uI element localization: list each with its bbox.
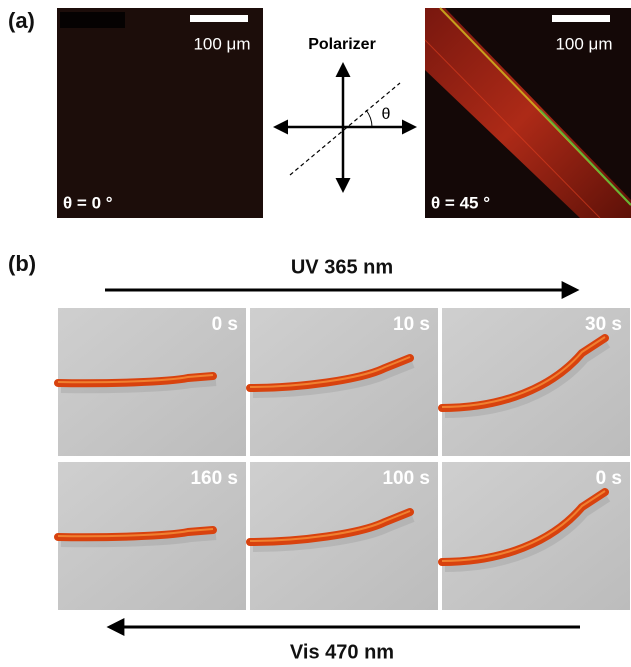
time-label: 160 s xyxy=(190,468,238,489)
panel-label: (a) xyxy=(8,8,35,33)
time-label: 10 s xyxy=(393,314,430,335)
time-label: 30 s xyxy=(585,314,622,335)
angle-symbol: θ xyxy=(382,106,391,123)
scale-bar-label: 100 μm xyxy=(193,34,250,53)
panel-label: (b) xyxy=(8,251,36,276)
time-label: 0 s xyxy=(212,314,238,335)
frames: 0 s 10 s 30 s 160 s 100 s 0 s xyxy=(58,308,630,610)
angle-label: θ = 45 ° xyxy=(431,193,490,212)
image-45deg: 100 μm θ = 45 ° xyxy=(425,8,631,218)
angle-label: θ = 0 ° xyxy=(63,193,113,212)
image-0deg: 100 μm θ = 0 ° xyxy=(57,8,263,218)
polarizer-diagram xyxy=(276,65,414,190)
arrow-label: UV 365 nm xyxy=(291,256,393,278)
arrow-label: Vis 470 nm xyxy=(290,641,394,663)
diagram-title: Polarizer xyxy=(308,36,376,53)
scale-bar-label: 100 μm xyxy=(555,34,612,53)
time-label: 0 s xyxy=(596,468,622,489)
figure: (a) 100 μm θ = 0 ° 100 μm θ = 45 ° Polar… xyxy=(0,0,631,667)
time-label: 100 s xyxy=(382,468,430,489)
